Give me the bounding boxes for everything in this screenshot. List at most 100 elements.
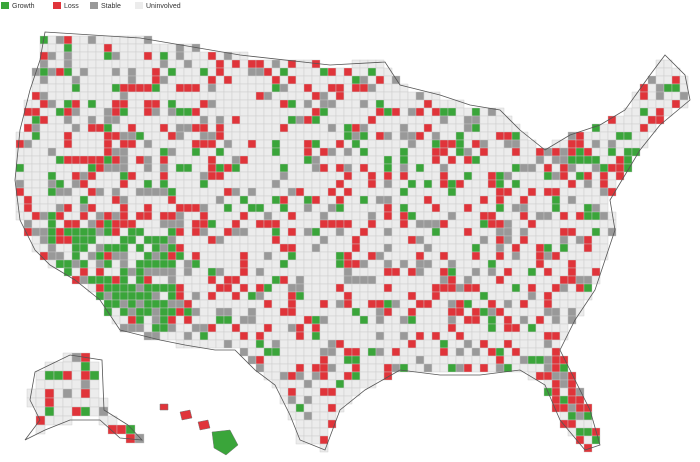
county — [167, 235, 177, 245]
county — [575, 403, 585, 413]
county — [303, 275, 313, 285]
county — [79, 35, 89, 45]
county — [31, 131, 41, 141]
county — [183, 315, 193, 325]
county — [391, 147, 401, 157]
county — [223, 299, 233, 309]
county — [351, 187, 361, 197]
county — [471, 115, 481, 125]
county — [263, 307, 273, 317]
county — [311, 211, 321, 221]
county — [103, 35, 113, 45]
county — [223, 315, 233, 325]
county — [319, 195, 329, 205]
county — [463, 331, 473, 341]
county — [95, 99, 105, 109]
county — [127, 267, 137, 277]
county — [503, 339, 513, 349]
county — [271, 331, 281, 341]
county — [559, 235, 569, 245]
county — [495, 363, 505, 373]
county — [423, 323, 433, 333]
county — [367, 67, 377, 77]
county — [599, 195, 609, 205]
county — [39, 147, 49, 157]
county — [271, 99, 281, 109]
county — [383, 91, 393, 101]
county — [111, 275, 121, 285]
county — [567, 267, 577, 277]
county — [327, 411, 337, 421]
county — [391, 323, 401, 333]
county — [151, 267, 161, 277]
county — [503, 347, 513, 357]
county — [351, 355, 361, 365]
county — [255, 155, 265, 165]
county — [335, 203, 345, 213]
county — [383, 147, 393, 157]
county — [503, 251, 513, 261]
county — [159, 251, 169, 261]
county — [487, 323, 497, 333]
county — [415, 259, 425, 269]
county — [431, 123, 441, 133]
county — [223, 259, 233, 269]
county — [327, 163, 337, 173]
county — [119, 147, 129, 157]
county — [127, 235, 137, 245]
county — [191, 331, 201, 341]
county — [263, 67, 273, 77]
county — [319, 259, 329, 269]
county — [159, 155, 169, 165]
county — [87, 123, 97, 133]
county — [383, 275, 393, 285]
county — [551, 155, 561, 165]
county — [359, 203, 369, 213]
county — [607, 123, 617, 133]
county — [223, 227, 233, 237]
county — [247, 275, 257, 285]
county — [543, 339, 553, 349]
county — [63, 43, 73, 53]
county — [591, 275, 601, 285]
county — [447, 363, 457, 373]
county — [255, 171, 265, 181]
county — [255, 347, 265, 357]
county — [119, 211, 129, 221]
county — [391, 155, 401, 165]
county — [191, 147, 201, 157]
county — [215, 171, 225, 181]
county — [247, 211, 257, 221]
county — [479, 131, 489, 141]
county — [439, 155, 449, 165]
county — [519, 171, 529, 181]
county — [327, 139, 337, 149]
county — [39, 163, 49, 173]
county — [311, 275, 321, 285]
county — [623, 147, 633, 157]
county — [127, 131, 137, 141]
county — [263, 219, 273, 229]
county — [447, 347, 457, 357]
county — [87, 35, 97, 45]
county — [551, 387, 561, 397]
county — [71, 107, 81, 117]
county — [191, 51, 201, 61]
county — [279, 155, 289, 165]
island — [197, 419, 211, 431]
county — [215, 299, 225, 309]
county — [431, 219, 441, 229]
county — [263, 339, 273, 349]
county — [359, 355, 369, 365]
county — [199, 123, 209, 133]
county — [519, 323, 529, 333]
county — [103, 251, 113, 261]
county — [47, 187, 57, 197]
county — [455, 363, 465, 373]
county — [271, 243, 281, 253]
county — [423, 355, 433, 365]
county — [247, 91, 257, 101]
county — [487, 307, 497, 317]
county — [53, 379, 64, 390]
county — [351, 307, 361, 317]
